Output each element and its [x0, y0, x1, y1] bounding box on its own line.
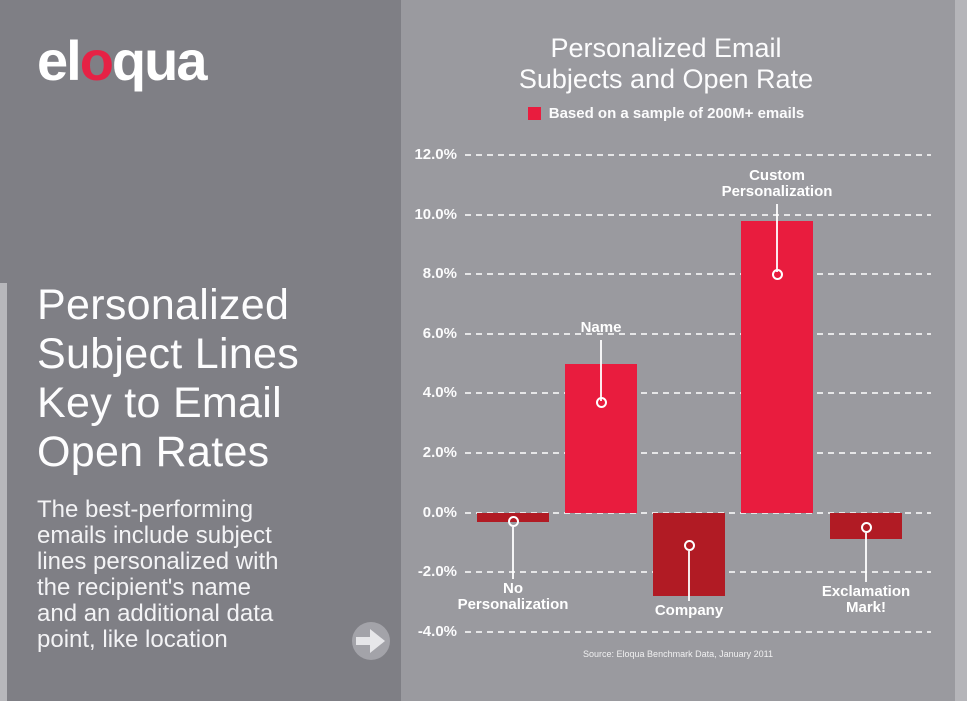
- callout-line: [600, 340, 602, 401]
- bar-chart: 12.0% 10.0% 8.0% 6.0% 4.0% 2.0% 0.0% -2.0% -4.0%…: [401, 0, 955, 701]
- y-axis-tick-label: -4.0%: [417, 622, 457, 640]
- logo-text-el: el: [37, 29, 82, 92]
- next-arrow-button[interactable]: [352, 622, 390, 660]
- y-axis-tick-label: -2.0%: [417, 563, 457, 581]
- chart-panel: Personalized Email Subjects and Open Rat…: [401, 0, 955, 701]
- logo-text-qua: qua: [111, 29, 208, 92]
- y-gridline: [465, 332, 931, 335]
- callout-marker-icon: [595, 396, 607, 408]
- chart-title: Personalized Email Subjects and Open Rat…: [518, 33, 814, 94]
- callout-marker-icon: [507, 516, 519, 528]
- category-label: Exclamation Mark!: [821, 583, 911, 616]
- category-label: No Personalization: [457, 580, 569, 613]
- y-axis-tick-label: 4.0%: [422, 384, 457, 402]
- category-label: Name: [580, 319, 622, 336]
- chart-legend: Based on a sample of 200M+ emails: [401, 105, 931, 122]
- arrow-right-icon: [352, 622, 390, 660]
- category-label: Custom Personalization: [721, 167, 833, 200]
- y-gridline: [465, 630, 931, 633]
- y-axis-tick-label: 8.0%: [422, 265, 457, 283]
- legend-swatch-icon: [527, 107, 541, 120]
- legend-label: Based on a sample of 200M+ emails: [548, 105, 805, 122]
- y-axis-tick-label: 6.0%: [422, 324, 457, 342]
- y-gridline: [465, 392, 931, 395]
- logo-red-o: o: [79, 29, 114, 92]
- y-axis-tick-label: 0.0%: [422, 503, 457, 521]
- y-axis-tick-label: 10.0%: [414, 205, 457, 223]
- callout-line: [865, 533, 867, 582]
- callout-marker-icon: [683, 539, 695, 551]
- callout-line: [688, 551, 690, 601]
- left-panel: eloqua Personalized Subject Lines Key to…: [0, 0, 401, 701]
- callout-line: [776, 204, 778, 272]
- callout-line: [512, 527, 514, 579]
- eloqua-logo: eloqua: [37, 28, 208, 93]
- category-label: Company: [654, 602, 724, 619]
- callout-marker-icon: [860, 522, 872, 533]
- y-gridline: [465, 273, 931, 276]
- callout-marker-icon: [771, 268, 783, 280]
- y-axis-tick-label: 12.0%: [414, 146, 457, 163]
- source-note: Source: Eloqua Benchmark Data, January 2…: [583, 649, 773, 659]
- y-axis-tick-label: 2.0%: [422, 444, 457, 461]
- y-gridline: [465, 154, 931, 156]
- page-title: Personalized Subject Lines Key to Email …: [37, 281, 300, 476]
- left-accent-strip: [0, 283, 7, 701]
- y-gridline: [465, 213, 931, 216]
- page-subtitle: The best-performing emails include subje…: [37, 496, 279, 653]
- y-gridline: [465, 452, 931, 454]
- right-edge-strip: [955, 0, 967, 701]
